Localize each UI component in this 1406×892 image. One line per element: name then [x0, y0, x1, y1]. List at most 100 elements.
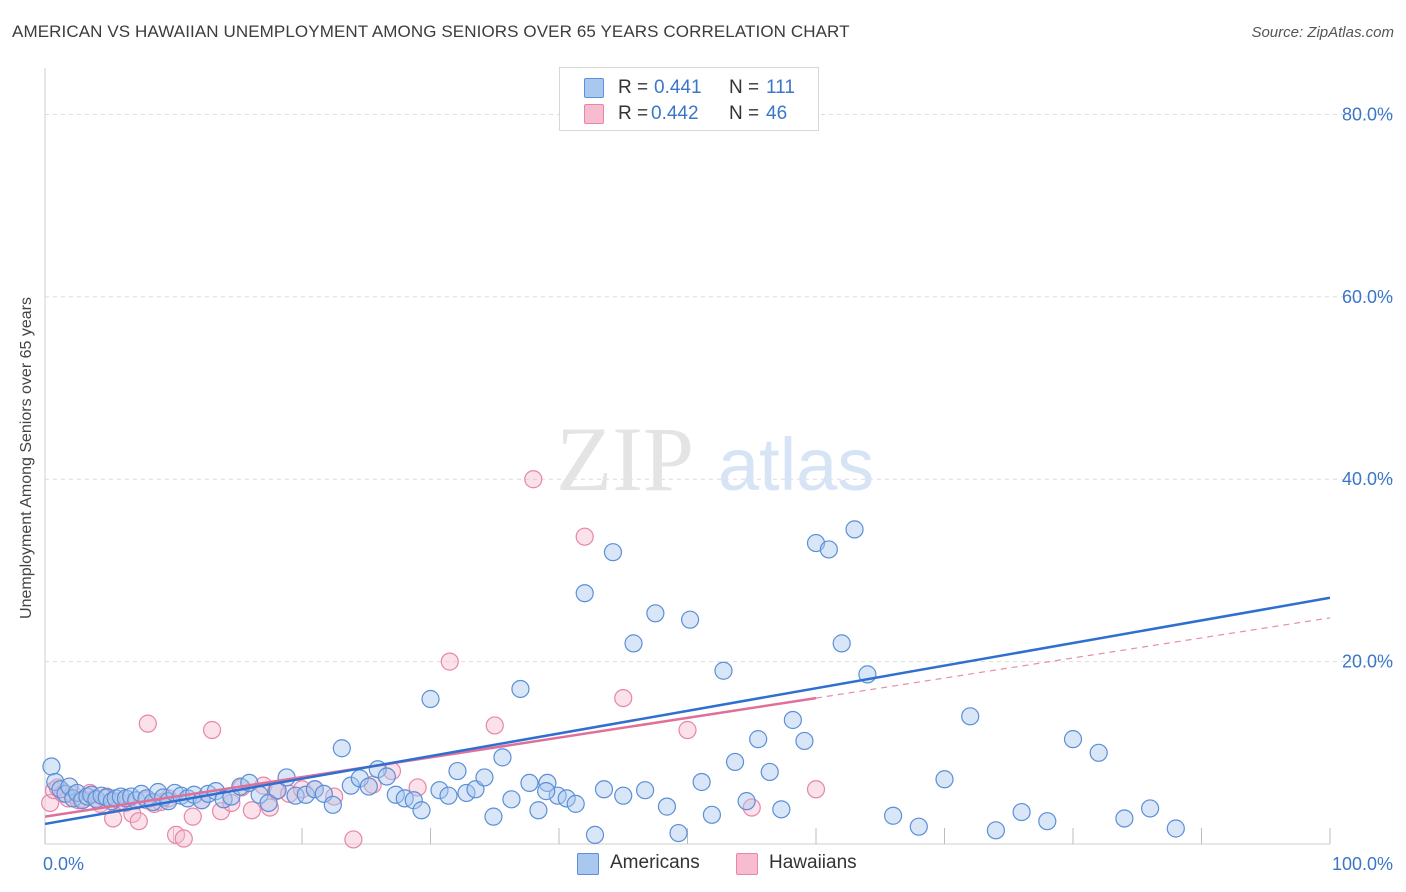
- american-point: [624, 634, 643, 653]
- american-point: [359, 777, 378, 796]
- american-point: [448, 761, 467, 781]
- y-tick-label: 20.0%: [1342, 652, 1393, 672]
- american-point: [692, 772, 711, 792]
- grid-lines: [45, 113, 1393, 663]
- american-point: [714, 661, 733, 680]
- watermark-zip: ZIP: [556, 408, 694, 510]
- american-point: [760, 762, 779, 782]
- american-point: [832, 634, 851, 653]
- hawaiian-point: [242, 801, 261, 820]
- american-point: [296, 785, 315, 804]
- hawaiian-point: [524, 470, 543, 489]
- hawaiian-point: [183, 807, 202, 826]
- american-point: [493, 748, 512, 767]
- american-point: [457, 783, 476, 803]
- american-point: [680, 610, 700, 629]
- americans-points: [42, 520, 1185, 844]
- correlation-legend: R = 0.441 N = 111 R = 0.442 N = 46: [559, 67, 819, 131]
- american-point: [1166, 819, 1185, 838]
- american-point: [1089, 743, 1108, 762]
- american-point: [819, 540, 838, 559]
- american-point: [520, 773, 539, 793]
- american-point: [585, 825, 605, 844]
- y-axis-label: Unemployment Among Seniors over 65 years: [18, 297, 35, 619]
- american-point: [749, 730, 768, 749]
- american-point: [603, 543, 623, 562]
- american-point: [502, 790, 521, 809]
- american-point: [1140, 799, 1160, 818]
- american-point: [566, 794, 585, 813]
- y-tick-label: 60.0%: [1342, 287, 1393, 307]
- american-point: [1012, 802, 1031, 822]
- trend-lines: [44, 596, 1331, 826]
- y-tick-label: 80.0%: [1342, 104, 1393, 124]
- hawaiian-trend-line: [44, 696, 817, 818]
- american-point: [669, 823, 688, 843]
- american-point: [1115, 809, 1134, 828]
- watermark-atlas: atlas: [718, 423, 874, 506]
- american-point: [259, 793, 278, 813]
- hawaiian-point: [678, 720, 697, 740]
- american-point: [557, 789, 576, 808]
- hawaiian-point: [138, 714, 157, 733]
- american-point: [961, 707, 980, 726]
- american-point: [725, 752, 745, 772]
- hawaiian-point: [614, 688, 633, 708]
- hawaiian-point: [806, 780, 826, 799]
- american-point: [646, 604, 665, 623]
- american-point: [484, 807, 503, 826]
- american-point: [421, 689, 440, 709]
- american-point: [537, 782, 556, 801]
- american-point: [332, 739, 351, 758]
- american-point: [635, 781, 655, 800]
- chart-title: AMERICAN VS HAWAIIAN UNEMPLOYMENT AMONG …: [12, 22, 850, 41]
- axes: [44, 68, 1331, 845]
- hawaiian-trend-dashed: [815, 617, 1331, 699]
- legend-n-label: N =: [729, 103, 760, 124]
- american-point: [430, 781, 449, 800]
- x-tick-label-min: 0.0%: [43, 854, 84, 874]
- american-trend-line: [44, 596, 1331, 826]
- y-tick-label: 40.0%: [1342, 469, 1393, 489]
- legend-r-label: R =: [618, 103, 649, 124]
- american-point: [412, 801, 431, 820]
- bottom-legend-label-americans: Americans: [610, 852, 700, 873]
- legend-n-value-americans: 111: [766, 77, 795, 98]
- american-point: [42, 757, 61, 776]
- hawaiian-point: [440, 652, 459, 671]
- legend-r-value-hawaiians: 0.442: [651, 103, 699, 124]
- american-point: [657, 797, 677, 816]
- source-label: Source: ZipAtlas.com: [1251, 24, 1394, 41]
- legend-n-label: N =: [729, 77, 760, 98]
- legend-r-label: R =: [618, 77, 649, 98]
- hawaiian-point: [344, 830, 363, 849]
- american-point: [386, 785, 405, 804]
- hawaiian-point: [575, 527, 594, 546]
- american-point: [614, 786, 633, 805]
- x-tick-label-max: 100.0%: [1332, 854, 1393, 874]
- american-point: [305, 780, 324, 799]
- american-point: [475, 768, 494, 787]
- american-point: [395, 789, 414, 808]
- american-point: [404, 791, 423, 810]
- american-point: [594, 780, 614, 799]
- tick-labels: 20.0% 40.0% 60.0% 80.0% 0.0% 100.0%: [43, 104, 1393, 874]
- bottom-legend-label-hawaiians: Hawaiians: [769, 852, 857, 873]
- american-point: [845, 520, 864, 539]
- american-point: [883, 806, 903, 825]
- american-point: [1063, 730, 1083, 749]
- american-point: [737, 792, 756, 811]
- american-point: [511, 679, 530, 699]
- legend-swatch-hawaiians: [584, 104, 604, 124]
- hawaiian-point: [129, 812, 148, 831]
- legend-swatch-americans: [584, 78, 604, 98]
- american-point: [772, 800, 791, 819]
- american-point: [439, 786, 458, 805]
- american-point: [935, 770, 954, 789]
- american-point: [795, 731, 814, 751]
- bottom-legend-swatch-americans: [577, 853, 599, 875]
- legend-r-value-americans: 0.441: [654, 77, 702, 98]
- american-point: [575, 584, 594, 603]
- legend-n-value-hawaiians: 46: [766, 103, 788, 124]
